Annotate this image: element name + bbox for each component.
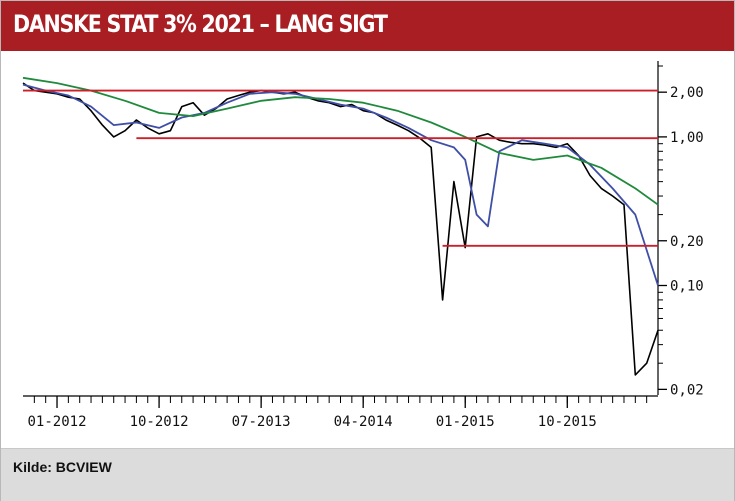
y-tick-label: 2,00 — [670, 85, 704, 101]
series-long-ma — [22, 76, 659, 206]
x-tick-label: 07-2013 — [232, 414, 291, 430]
chart-title: DANSKE STAT 3% 2021 – LANG SIGT — [13, 10, 388, 38]
y-tick-label: 0,10 — [670, 278, 704, 294]
chart-svg: 01-2012 10-2012 07-2013 04-2014 01-2015 10-20… — [22, 61, 704, 430]
x-tick-label: 04-2014 — [334, 414, 393, 430]
x-tick-label: 10-2012 — [130, 414, 189, 430]
x-tick-label: 10-2015 — [538, 414, 597, 430]
chart-area: 01-2012 10-2012 07-2013 04-2014 01-2015 10-20… — [1, 51, 734, 448]
series-short-ma — [22, 83, 659, 286]
source-label: Kilde: BCVIEW — [13, 459, 112, 475]
y-tick-label: 1,00 — [670, 130, 704, 146]
header-bar: DANSKE STAT 3% 2021 – LANG SIGT — [1, 1, 734, 51]
y-tick-label: 0,20 — [670, 234, 704, 250]
footer-bar: Kilde: BCVIEW — [1, 448, 734, 501]
x-tick-label: 01-2015 — [436, 414, 495, 430]
series-price — [22, 82, 659, 376]
x-tick-label: 01-2012 — [28, 414, 87, 430]
y-tick-label: 0,02 — [670, 382, 704, 398]
